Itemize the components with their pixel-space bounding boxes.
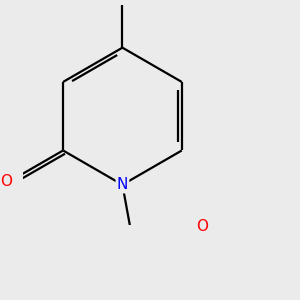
Text: N: N — [117, 177, 128, 192]
Text: O: O — [0, 174, 12, 189]
Text: O: O — [196, 220, 208, 235]
